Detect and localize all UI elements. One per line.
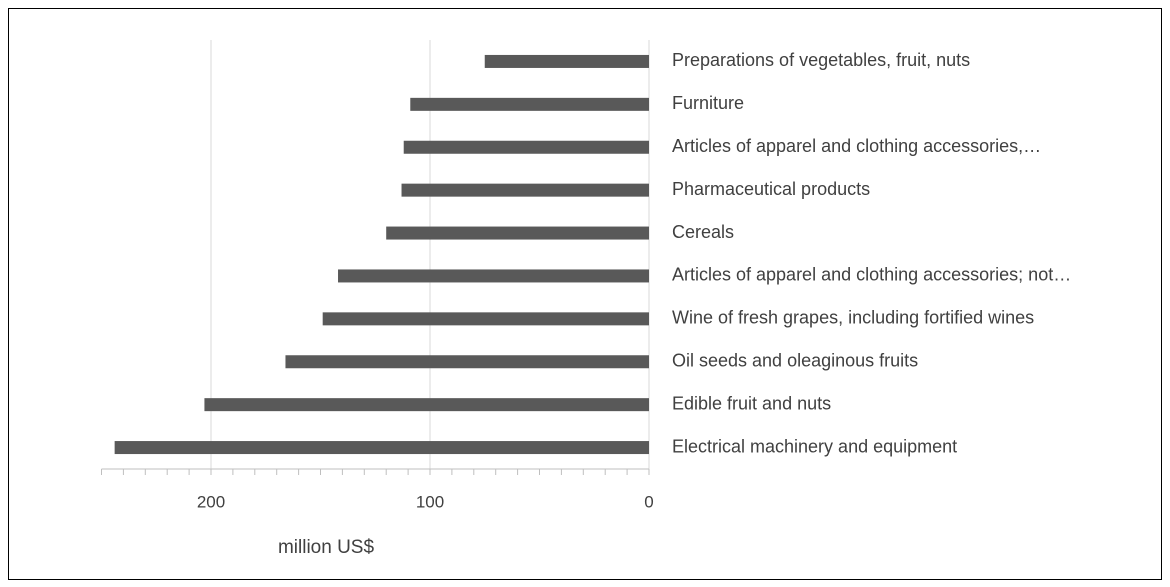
bar [338,269,649,283]
bar [114,441,649,455]
bar [285,355,649,369]
y-tick-label: Electrical machinery and equipment [672,436,957,456]
bar [403,140,649,154]
y-tick-label: Preparations of vegetables, fruit, nuts [672,50,970,70]
y-tick-label: Furniture [672,93,744,113]
x-tick-label: 100 [416,492,444,511]
bar [410,97,649,111]
bar [484,54,649,68]
y-tick-label: Articles of apparel and clothing accesso… [672,136,1041,156]
y-tick-label: Wine of fresh grapes, including fortifie… [672,308,1034,328]
chart-border [8,8,1162,580]
bar [401,183,649,197]
y-tick-label: Articles of apparel and clothing accesso… [672,265,1071,285]
bar [386,226,649,240]
x-tick-label: 0 [644,492,653,511]
y-tick-label: Oil seeds and oleaginous fruits [672,351,918,371]
y-tick-label: Edible fruit and nuts [672,393,831,413]
x-tick-label: 200 [197,492,225,511]
bar [322,312,649,326]
bar [204,398,649,412]
y-tick-label: Pharmaceutical products [672,179,870,199]
y-tick-label: Cereals [672,222,734,242]
x-axis-label: million US$ [278,537,375,558]
